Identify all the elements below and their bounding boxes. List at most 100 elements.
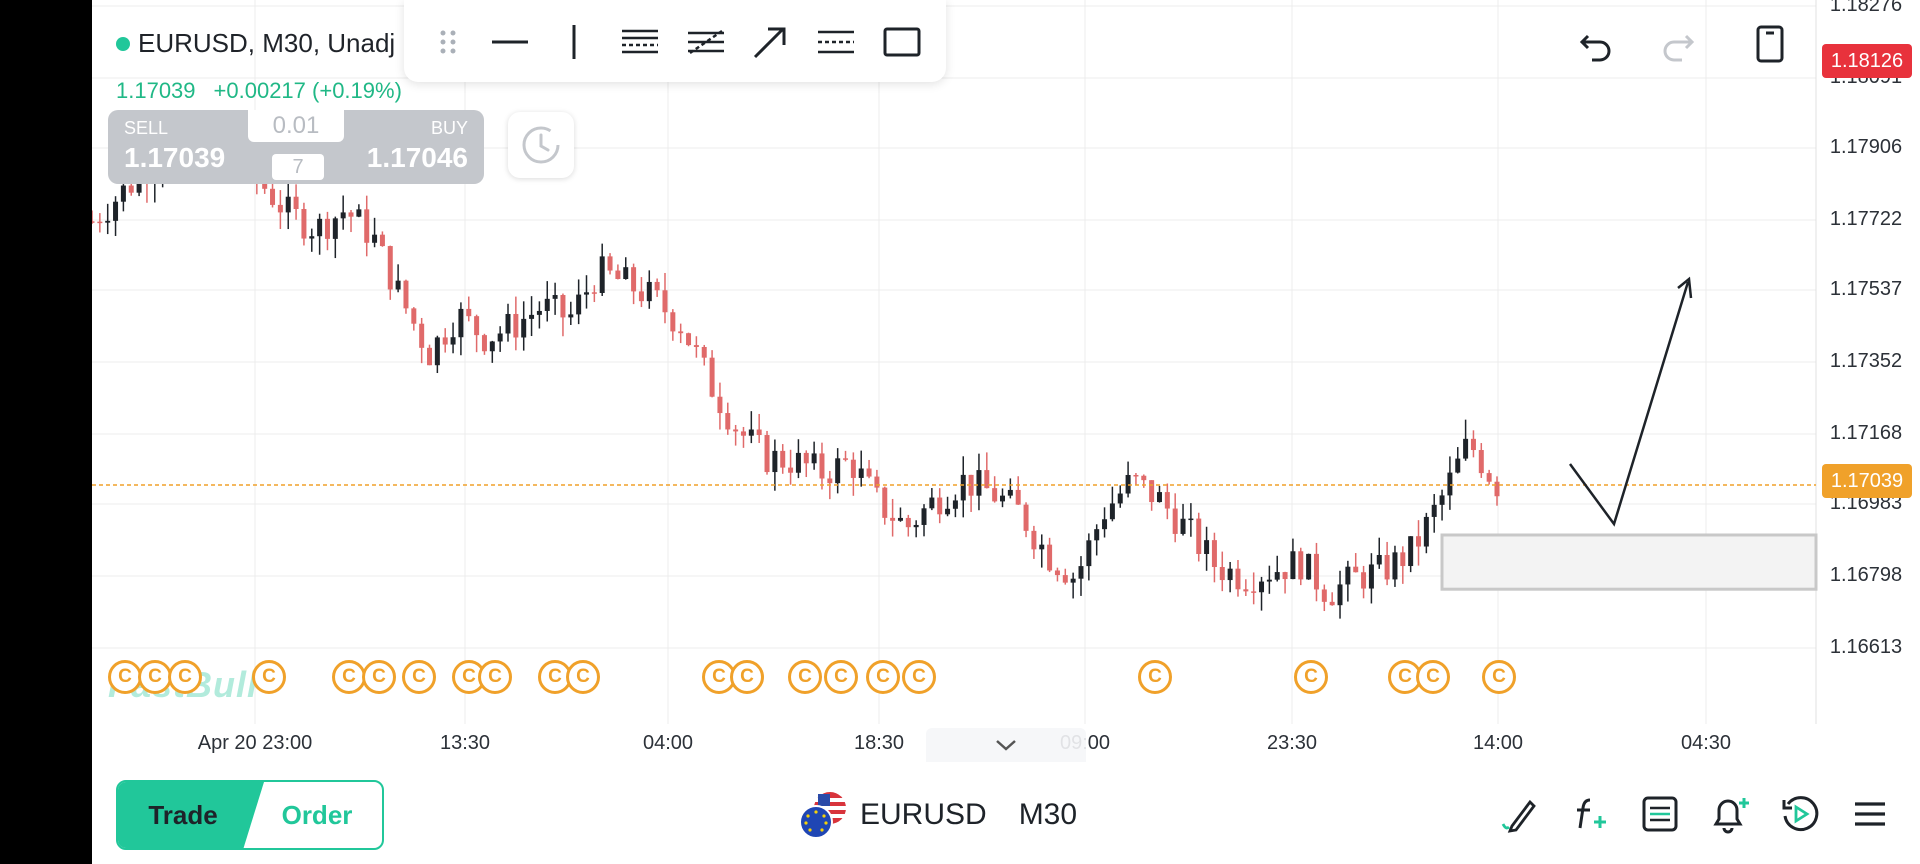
template-icon[interactable] xyxy=(1636,790,1684,838)
sell-button[interactable]: 1.17039 xyxy=(124,142,226,173)
vertical-line-icon[interactable] xyxy=(550,18,598,66)
event-marker[interactable]: C xyxy=(168,660,202,694)
candle-body xyxy=(277,204,283,213)
trade-tab[interactable]: Trade xyxy=(118,782,264,848)
candle-body xyxy=(1204,540,1210,555)
chevron-down-icon xyxy=(996,740,1016,751)
replay-icon[interactable] xyxy=(1776,790,1824,838)
candle-body xyxy=(819,453,825,479)
time-label: 18:30 xyxy=(853,732,905,754)
candle-body xyxy=(285,196,291,213)
spread-badge: 7 xyxy=(272,154,324,180)
event-marker[interactable]: C xyxy=(252,660,286,694)
candle-body xyxy=(481,335,487,352)
candle-body xyxy=(984,470,990,489)
rectangle-tool-icon[interactable] xyxy=(878,18,926,66)
event-marker[interactable]: C xyxy=(332,660,366,694)
event-marker[interactable]: C xyxy=(1138,660,1172,694)
fib-retracement-icon[interactable] xyxy=(682,18,730,66)
price-label: 1.17906 xyxy=(1829,136,1903,158)
horizontal-line-icon[interactable] xyxy=(486,18,534,66)
event-marker[interactable]: C xyxy=(824,660,858,694)
event-marker[interactable]: C xyxy=(402,660,436,694)
horizontal-ray-icon[interactable] xyxy=(812,18,860,66)
candle-body xyxy=(1125,474,1131,494)
quick-trade-panel: SELL 1.17039 BUY 1.17046 0.01 7 xyxy=(108,110,484,184)
candle-body xyxy=(1298,551,1304,580)
app-root: EURUSD, M30, Unadj 1.17039 +0.00217 (+0.… xyxy=(92,0,1920,864)
event-marker[interactable]: C xyxy=(866,660,900,694)
symbol-selector[interactable]: EURUSD M30 xyxy=(798,790,1077,840)
candle-body xyxy=(324,218,330,239)
candle-body xyxy=(113,201,119,221)
candle-body xyxy=(607,256,613,271)
event-marker[interactable]: C xyxy=(788,660,822,694)
candle-body xyxy=(536,310,542,315)
event-marker[interactable]: C xyxy=(1482,660,1516,694)
candle-body xyxy=(1149,480,1155,503)
event-marker[interactable]: C xyxy=(702,660,736,694)
candle-body xyxy=(1054,570,1060,576)
candle-body xyxy=(1039,544,1045,550)
timeframe-selector[interactable]: M30 xyxy=(1018,798,1078,831)
candle-body xyxy=(788,467,794,473)
event-marker[interactable]: C xyxy=(730,660,764,694)
symbol-line: EURUSD, M30, Unadj xyxy=(138,28,396,58)
candle-body xyxy=(591,292,597,294)
candle-body xyxy=(521,318,527,338)
candle-body xyxy=(1109,503,1115,520)
event-marker[interactable]: C xyxy=(1416,660,1450,694)
history-button[interactable] xyxy=(508,112,574,178)
candle-body xyxy=(568,314,574,318)
candle-body xyxy=(670,312,676,332)
candle-body xyxy=(1431,504,1437,517)
parallel-channel-icon[interactable] xyxy=(616,18,664,66)
collapse-panel-tab[interactable] xyxy=(926,728,1086,762)
candle-body xyxy=(1274,572,1280,580)
event-marker[interactable]: C xyxy=(902,660,936,694)
projection-arrowhead xyxy=(1677,276,1693,299)
drag-handle-icon[interactable] xyxy=(424,18,472,66)
candle-body xyxy=(874,476,880,488)
candle-body xyxy=(1447,472,1453,496)
event-marker[interactable]: C xyxy=(452,660,486,694)
candle-body xyxy=(827,478,833,484)
candle-body xyxy=(709,357,715,397)
candle-body xyxy=(638,291,644,302)
undo-icon[interactable] xyxy=(1572,20,1620,68)
order-tab[interactable]: Order xyxy=(281,799,353,830)
candle-body xyxy=(1463,438,1469,459)
symbol-title[interactable]: EURUSD, M30, Unadj xyxy=(116,28,395,59)
event-marker[interactable]: C xyxy=(362,660,396,694)
event-marker[interactable]: C xyxy=(566,660,600,694)
lot-size-input[interactable]: 0.01 xyxy=(248,110,344,142)
candle-body xyxy=(340,212,346,219)
alert-bell-icon[interactable] xyxy=(1706,790,1754,838)
arrow-tool-icon[interactable] xyxy=(746,18,794,66)
candle-body xyxy=(1439,495,1445,505)
candle-body xyxy=(929,497,935,509)
event-marker[interactable]: C xyxy=(1294,660,1328,694)
event-marker[interactable]: C xyxy=(108,660,142,694)
buy-button[interactable]: 1.17046 xyxy=(366,142,468,173)
candle-body xyxy=(576,294,582,315)
candle-body xyxy=(450,337,456,345)
event-marker[interactable]: C xyxy=(478,660,512,694)
time-label: 04:00 xyxy=(642,732,694,754)
candle-body xyxy=(1235,568,1241,590)
time-label: 04:30 xyxy=(1680,732,1732,754)
redo-icon[interactable] xyxy=(1654,20,1702,68)
menu-icon[interactable] xyxy=(1846,790,1894,838)
candle-body xyxy=(843,458,849,460)
candle-body xyxy=(317,218,323,237)
time-label: 14:00 xyxy=(1472,732,1524,754)
candle-body xyxy=(686,333,692,346)
event-marker[interactable]: C xyxy=(138,660,172,694)
candle-body xyxy=(1470,438,1476,451)
indicator-fx-icon[interactable] xyxy=(1566,790,1614,838)
drawing-pen-icon[interactable] xyxy=(1496,790,1544,838)
candle-body xyxy=(1384,554,1390,580)
fullscreen-icon[interactable] xyxy=(1746,20,1794,68)
price-label: 1.17352 xyxy=(1829,350,1903,372)
candle-body xyxy=(1188,518,1194,521)
